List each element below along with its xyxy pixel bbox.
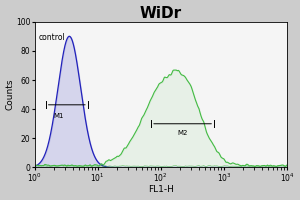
Text: control: control (38, 33, 65, 42)
Title: WiDr: WiDr (140, 6, 182, 21)
Y-axis label: Counts: Counts (6, 79, 15, 110)
X-axis label: FL1-H: FL1-H (148, 185, 174, 194)
Text: M2: M2 (177, 130, 188, 136)
Text: M1: M1 (54, 113, 64, 119)
